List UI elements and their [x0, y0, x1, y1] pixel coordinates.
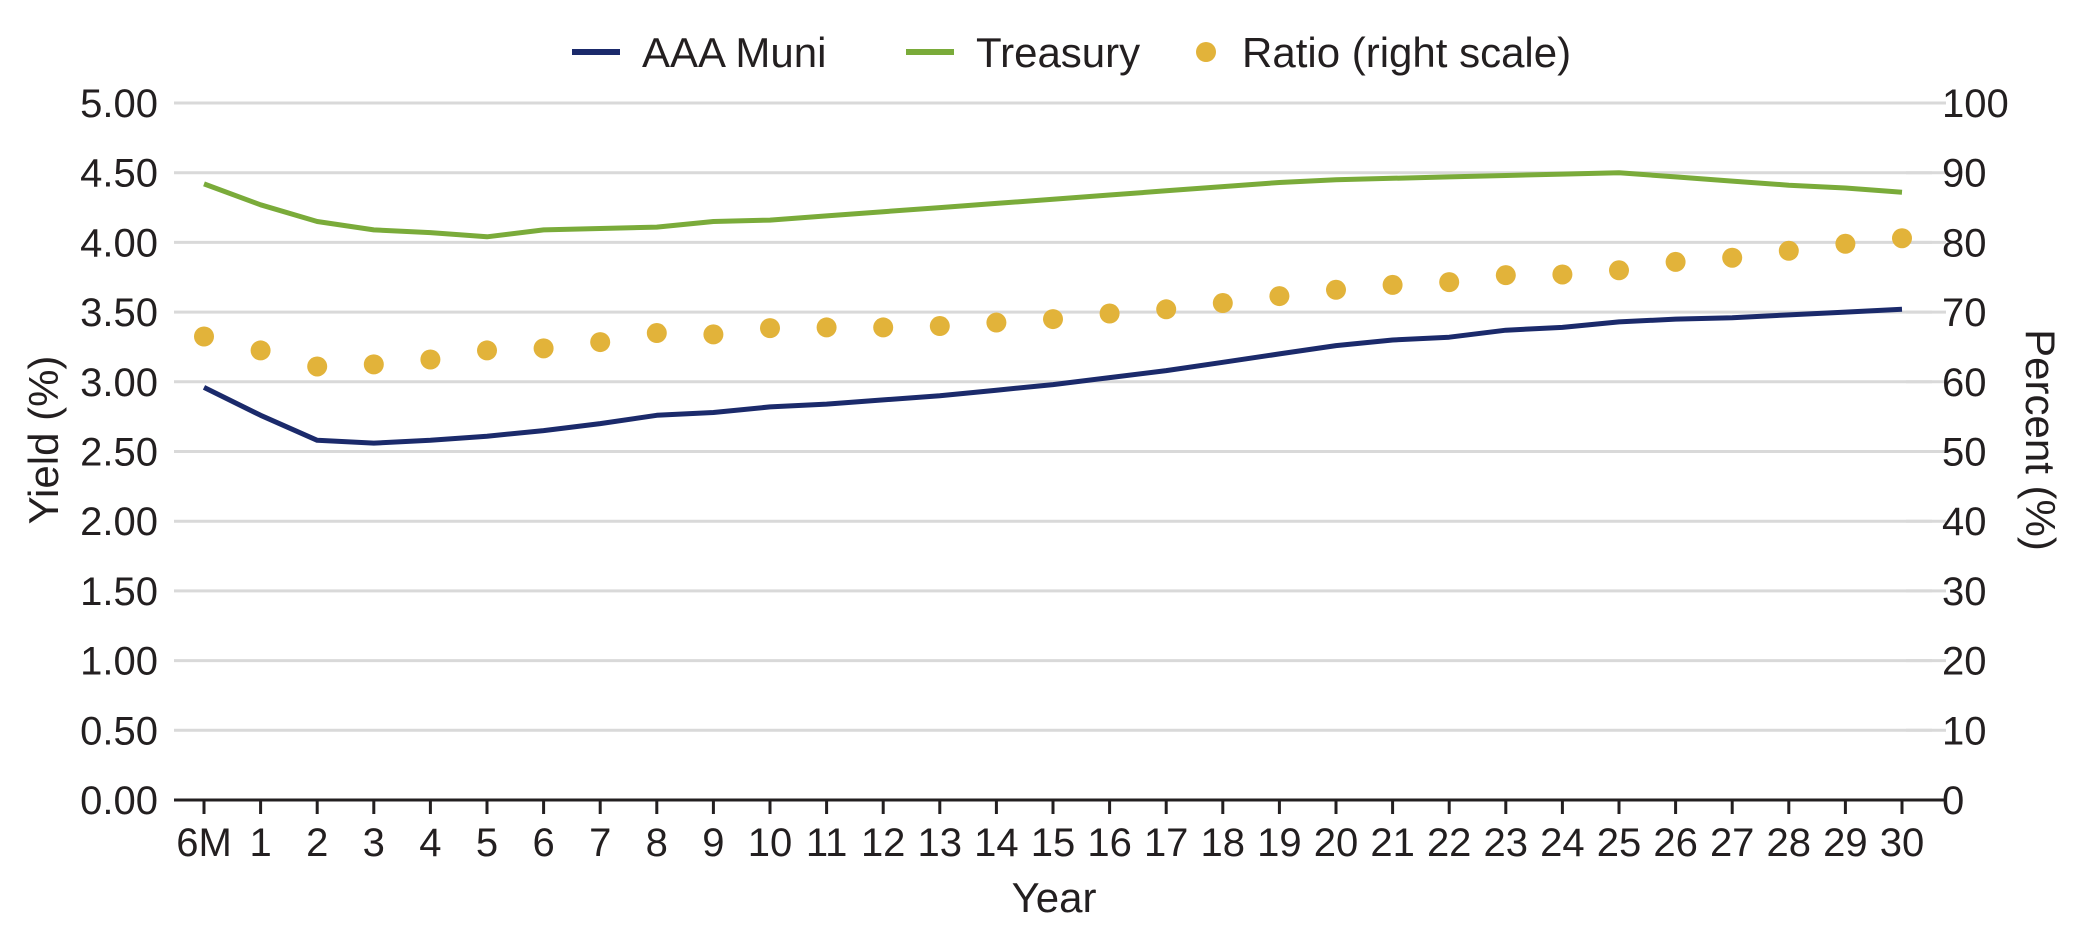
- legend-label: AAA Muni: [642, 29, 826, 76]
- ratio-point: [760, 318, 780, 339]
- x-tick-label: 6M: [176, 821, 232, 865]
- ratio-point: [1156, 299, 1177, 320]
- x-tick-label: 17: [1144, 821, 1189, 865]
- x-tick-label: 13: [918, 821, 963, 865]
- ratio-point: [703, 324, 724, 345]
- ratio-point: [420, 349, 441, 370]
- x-tick-label: 14: [974, 821, 1019, 865]
- y-left-tick-label: 5.00: [80, 82, 158, 126]
- y-left-axis-title: Yield (%): [20, 356, 67, 525]
- x-tick-label: 12: [861, 821, 906, 865]
- y-left-tick-label: 1.50: [80, 570, 158, 614]
- ratio-point: [816, 317, 837, 338]
- x-tick-label: 8: [646, 821, 668, 865]
- x-tick-label: 20: [1314, 821, 1359, 865]
- y-left-tick-label: 3.00: [80, 361, 158, 405]
- x-tick-label: 11: [806, 821, 848, 865]
- ratio-point: [477, 340, 497, 361]
- x-tick-label: 3: [363, 821, 385, 865]
- legend-label: Ratio (right scale): [1242, 29, 1571, 76]
- y-left-tick-label: 2.00: [80, 500, 158, 544]
- x-tick-label: 24: [1540, 821, 1585, 865]
- right-axis-ticks: 0 10 20 30 40 50 60 70 80 90 100: [1906, 82, 2009, 823]
- y-left-tick-label: 0.00: [80, 779, 158, 823]
- x-tick-label: 26: [1653, 821, 1698, 865]
- y-right-tick-label: 80: [1942, 221, 1987, 265]
- x-tick-label: 6: [532, 821, 554, 865]
- y-right-tick-label: 60: [1942, 361, 1987, 405]
- x-axis: 6M 1 2 3 4 5 6 7 8 9 10 11 12 13 14 15 16 17 18 19 20 21 22 23 2…: [174, 798, 1946, 865]
- x-tick-label: 5: [476, 821, 498, 865]
- x-tick-label: 30: [1880, 821, 1925, 865]
- ratio-point: [590, 332, 611, 353]
- ratio-point: [1382, 274, 1403, 295]
- y-right-tick-label: 90: [1942, 152, 1987, 196]
- x-tick-label: 22: [1427, 821, 1472, 865]
- x-tick-label: 9: [702, 821, 724, 865]
- x-tick-label: 10: [748, 821, 793, 865]
- ratio-point: [986, 312, 1007, 333]
- ratio-point: [1099, 303, 1120, 324]
- y-left-tick-label: 3.50: [80, 291, 158, 335]
- x-tick-label: 27: [1710, 821, 1755, 865]
- x-tick-label: 18: [1201, 821, 1246, 865]
- y-right-tick-label: 40: [1942, 500, 1987, 544]
- x-axis-title: Year: [1012, 874, 1097, 921]
- ratio-point: [1043, 309, 1063, 330]
- x-tick-label: 29: [1823, 821, 1868, 865]
- legend-swatch-dot: [1196, 42, 1216, 62]
- y-left-tick-label: 0.50: [80, 709, 158, 753]
- y-left-tick-label: 2.50: [80, 431, 158, 475]
- y-right-axis-title: Percent (%): [2017, 329, 2064, 551]
- ratio-point: [1778, 240, 1799, 261]
- x-tick-label: 28: [1767, 821, 1812, 865]
- ratio-point: [1835, 233, 1856, 254]
- ratio-point: [1552, 264, 1573, 285]
- x-tick-label: 15: [1031, 821, 1076, 865]
- ratio-point: [250, 340, 271, 361]
- x-tick-label: 21: [1370, 821, 1415, 865]
- ratio-point: [1665, 251, 1686, 272]
- series-layer: [194, 170, 1912, 446]
- ratio-point: [646, 323, 667, 344]
- legend: AAA Muni Treasury Ratio (right scale): [572, 29, 1571, 76]
- y-right-tick-label: 10: [1942, 709, 1987, 753]
- y-right-tick-label: 0: [1942, 779, 1964, 823]
- ratio-point: [873, 317, 894, 338]
- ratio-point: [1269, 286, 1290, 307]
- x-tick-label: 1: [249, 821, 271, 865]
- y-left-tick-label: 4.50: [80, 152, 158, 196]
- left-axis-ticks: 0.00 0.50 1.00 1.50 2.00 2.50 3.00 3.50 4.00 4.50…: [80, 82, 158, 823]
- x-tick-label: 7: [589, 821, 611, 865]
- ratio-point: [307, 356, 328, 377]
- legend-label: Treasury: [976, 29, 1140, 76]
- ratio-point: [533, 338, 554, 359]
- x-tick-label: 23: [1484, 821, 1529, 865]
- y-right-tick-label: 20: [1942, 640, 1987, 684]
- y-right-tick-label: 70: [1942, 291, 1987, 335]
- x-tick-label: 16: [1087, 821, 1132, 865]
- ratio-point: [1892, 228, 1912, 249]
- x-tick-label: 4: [419, 821, 441, 865]
- y-left-tick-label: 1.00: [80, 640, 158, 684]
- ratio-point: [1212, 293, 1233, 314]
- series-line-aaa-muni: [202, 306, 1903, 446]
- ratio-point: [1495, 265, 1516, 286]
- ratio-point: [1439, 272, 1460, 293]
- ratio-point: [363, 354, 384, 375]
- x-tick-label: 25: [1597, 821, 1642, 865]
- ratio-point: [1326, 279, 1346, 300]
- ratio-point: [1609, 260, 1629, 281]
- x-tick-label: 19: [1257, 821, 1302, 865]
- series-line-treasury: [203, 170, 1903, 240]
- y-right-tick-label: 30: [1942, 570, 1987, 614]
- y-right-tick-label: 50: [1942, 431, 1987, 475]
- y-left-tick-label: 4.00: [80, 221, 158, 265]
- ratio-point: [194, 326, 214, 347]
- ratio-point: [929, 316, 950, 337]
- ratio-point: [1722, 247, 1743, 268]
- x-tick-label: 2: [306, 821, 328, 865]
- y-right-tick-label: 100: [1942, 82, 2009, 126]
